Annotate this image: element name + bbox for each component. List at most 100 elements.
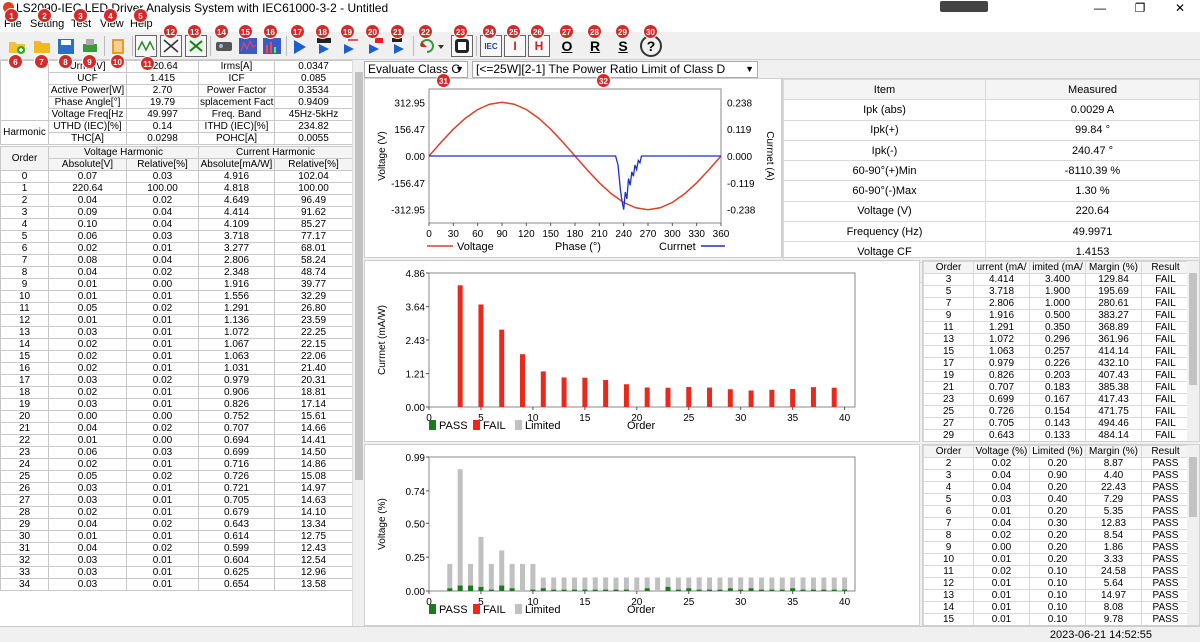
- table-row[interactable]: 33 0.03 0.01 0.625 12.96: [0, 566, 354, 579]
- abs-c-header[interactable]: Absolute[mA/W]: [198, 158, 275, 171]
- measured-row[interactable]: Voltage (V) 220.64: [783, 200, 1200, 223]
- close-button[interactable]: ✕: [1174, 1, 1186, 15]
- table-row[interactable]: 21 0.04 0.02 0.707 14.66: [0, 422, 354, 435]
- table-row[interactable]: 19 0.03 0.01 0.826 17.14: [0, 398, 354, 411]
- run-button-5[interactable]: [389, 35, 411, 57]
- chart-tool-2[interactable]: [160, 35, 182, 57]
- table-row[interactable]: 32 0.03 0.01 0.604 12.54: [0, 554, 354, 567]
- measured-row[interactable]: Ipk(-) 240.47 °: [783, 139, 1200, 162]
- table-row[interactable]: 22 0.01 0.00 0.694 14.41: [0, 434, 354, 447]
- table-row[interactable]: 30 0.01 0.01 0.614 12.75: [0, 530, 354, 543]
- table-row[interactable]: 31 0.04 0.02 0.599 12.43: [0, 542, 354, 555]
- table-row[interactable]: 5 0.03 0.40 7.29 PASS: [923, 493, 1190, 506]
- open-file-button[interactable]: [31, 35, 53, 57]
- chart-tool-3[interactable]: [185, 35, 207, 57]
- table-row[interactable]: 16 0.02 0.01 1.031 21.40: [0, 362, 354, 375]
- rule-select[interactable]: [<=25W][2-1] The Power Ratio Limit of Cl…: [472, 61, 758, 78]
- minimize-button[interactable]: —: [1094, 1, 1106, 15]
- table-row[interactable]: 7 0.04 0.30 12.83 PASS: [923, 517, 1190, 530]
- scrollbar-thumb[interactable]: [1189, 457, 1197, 517]
- i-button[interactable]: I: [504, 35, 526, 57]
- device-button[interactable]: [213, 35, 235, 57]
- table-row[interactable]: 15 0.02 0.01 1.063 22.06: [0, 350, 354, 363]
- rel-c-header[interactable]: Relative[%]: [273, 158, 354, 171]
- table-row[interactable]: 13 0.03 0.01 1.072 22.25: [0, 326, 354, 339]
- table-row[interactable]: 6 0.02 0.01 3.277 68.01: [0, 242, 354, 255]
- table-row[interactable]: 7 0.08 0.04 2.806 58.24: [0, 254, 354, 267]
- table-row[interactable]: 11 1.291 0.350 368.89 FAIL: [923, 321, 1190, 334]
- order-header[interactable]: Order: [0, 146, 49, 171]
- save-button[interactable]: [55, 35, 77, 57]
- table-row[interactable]: 4 0.10 0.04 4.109 85.27: [0, 218, 354, 231]
- table-row[interactable]: 15 0.01 0.10 9.78 PASS: [923, 613, 1190, 625]
- table-row[interactable]: 3 0.09 0.04 4.414 91.62: [0, 206, 354, 219]
- table-row[interactable]: 15 1.063 0.257 414.14 FAIL: [923, 345, 1190, 358]
- table-row[interactable]: 13 0.01 0.10 14.97 PASS: [923, 589, 1190, 602]
- voltage-table-scrollbar[interactable]: [1187, 445, 1199, 625]
- measured-row[interactable]: 60-90°(+)Min -8110.39 %: [783, 160, 1200, 182]
- run-button-2[interactable]: [314, 35, 336, 57]
- table-row[interactable]: 25 0.726 0.154 471.75 FAIL: [923, 405, 1190, 418]
- table-row[interactable]: 17 0.979 0.226 432.10 FAIL: [923, 357, 1190, 370]
- table-row[interactable]: 28 0.02 0.01 0.679 14.10: [0, 506, 354, 519]
- iec-button[interactable]: IEC: [480, 35, 502, 57]
- table-row[interactable]: 20 0.00 0.00 0.752 15.61: [0, 410, 354, 423]
- measured-row[interactable]: Ipk (abs) 0.0029 A: [783, 99, 1200, 121]
- refresh-dropdown-button[interactable]: [416, 35, 446, 57]
- table-row[interactable]: 19 0.826 0.203 407.43 FAIL: [923, 369, 1190, 382]
- s-button[interactable]: S: [618, 38, 628, 54]
- run-button-3[interactable]: [339, 35, 361, 57]
- table-row[interactable]: 4 0.04 0.20 22.43 PASS: [923, 481, 1190, 494]
- table-row[interactable]: 26 0.03 0.01 0.721 14.97: [0, 482, 354, 495]
- print-button[interactable]: [79, 35, 101, 57]
- abs-v-header[interactable]: Absolute[V]: [48, 158, 127, 171]
- table-row[interactable]: 23 0.699 0.167 417.43 FAIL: [923, 393, 1190, 406]
- table-row[interactable]: 29 0.643 0.133 484.14 FAIL: [923, 429, 1190, 441]
- export-button[interactable]: [107, 35, 129, 57]
- table-row[interactable]: 17 0.03 0.02 0.979 20.31: [0, 374, 354, 387]
- table-row[interactable]: 11 0.05 0.02 1.291 26.80: [0, 302, 354, 315]
- new-file-button[interactable]: [6, 35, 28, 57]
- table-row[interactable]: 3 0.04 0.90 4.40 PASS: [923, 469, 1190, 482]
- r-button[interactable]: R: [589, 38, 601, 54]
- table-row[interactable]: 0 0.07 0.03 4.916 102.04: [0, 170, 354, 183]
- table-row[interactable]: 11 0.02 0.10 24.58 PASS: [923, 565, 1190, 578]
- scrollbar-thumb[interactable]: [355, 72, 363, 480]
- spectrum-button-1[interactable]: [237, 35, 259, 57]
- table-row[interactable]: 5 3.718 1.900 195.69 FAIL: [923, 285, 1190, 298]
- measured-row[interactable]: 60-90°(-)Max 1.30 %: [783, 180, 1200, 202]
- class-select[interactable]: Evaluate Class C ▼: [364, 61, 468, 78]
- table-row[interactable]: 1 220.64 100.00 4.818 100.00: [0, 182, 354, 195]
- table-row[interactable]: 12 0.01 0.10 5.64 PASS: [923, 577, 1190, 590]
- table-row[interactable]: 29 0.04 0.02 0.643 13.34: [0, 518, 354, 531]
- table-row[interactable]: 2 0.02 0.20 8.87 PASS: [923, 457, 1190, 470]
- table-row[interactable]: 12 0.01 0.01 1.136 23.59: [0, 314, 354, 327]
- table-row[interactable]: 10 0.01 0.20 3.33 PASS: [923, 553, 1190, 566]
- table-row[interactable]: 9 0.01 0.00 1.916 39.77: [0, 278, 354, 291]
- run-button-1[interactable]: [289, 35, 311, 57]
- scrollbar-thumb[interactable]: [1189, 273, 1197, 385]
- table-row[interactable]: 7 2.806 1.000 280.61 FAIL: [923, 297, 1190, 310]
- h-button[interactable]: H: [528, 35, 550, 57]
- table-row[interactable]: 24 0.02 0.01 0.716 14.86: [0, 458, 354, 471]
- table-row[interactable]: 34 0.03 0.01 0.654 13.58: [0, 578, 354, 591]
- left-scrollbar[interactable]: [352, 60, 364, 626]
- table-row[interactable]: 5 0.06 0.03 3.718 77.17: [0, 230, 354, 243]
- measured-row[interactable]: Frequency (Hz) 49.9971: [783, 221, 1200, 243]
- table-row[interactable]: 13 1.072 0.296 361.96 FAIL: [923, 333, 1190, 346]
- table-row[interactable]: 27 0.03 0.01 0.705 14.63: [0, 494, 354, 507]
- table-row[interactable]: 8 0.04 0.02 2.348 48.74: [0, 266, 354, 279]
- table-row[interactable]: 10 0.01 0.01 1.556 32.29: [0, 290, 354, 303]
- table-row[interactable]: 9 1.916 0.500 383.27 FAIL: [923, 309, 1190, 322]
- run-button-4[interactable]: [364, 35, 386, 57]
- restore-button[interactable]: ❐: [1134, 1, 1146, 15]
- current-table-scrollbar[interactable]: [1187, 261, 1199, 441]
- o-button[interactable]: O: [561, 38, 573, 54]
- table-row[interactable]: 27 0.705 0.143 494.46 FAIL: [923, 417, 1190, 430]
- rel-v-header[interactable]: Relative[%]: [126, 158, 199, 171]
- table-row[interactable]: 14 0.01 0.10 8.08 PASS: [923, 601, 1190, 614]
- table-row[interactable]: 18 0.02 0.01 0.906 18.81: [0, 386, 354, 399]
- table-row[interactable]: 14 0.02 0.01 1.067 22.15: [0, 338, 354, 351]
- table-row[interactable]: 2 0.04 0.02 4.649 96.49: [0, 194, 354, 207]
- table-row[interactable]: 25 0.05 0.02 0.726 15.08: [0, 470, 354, 483]
